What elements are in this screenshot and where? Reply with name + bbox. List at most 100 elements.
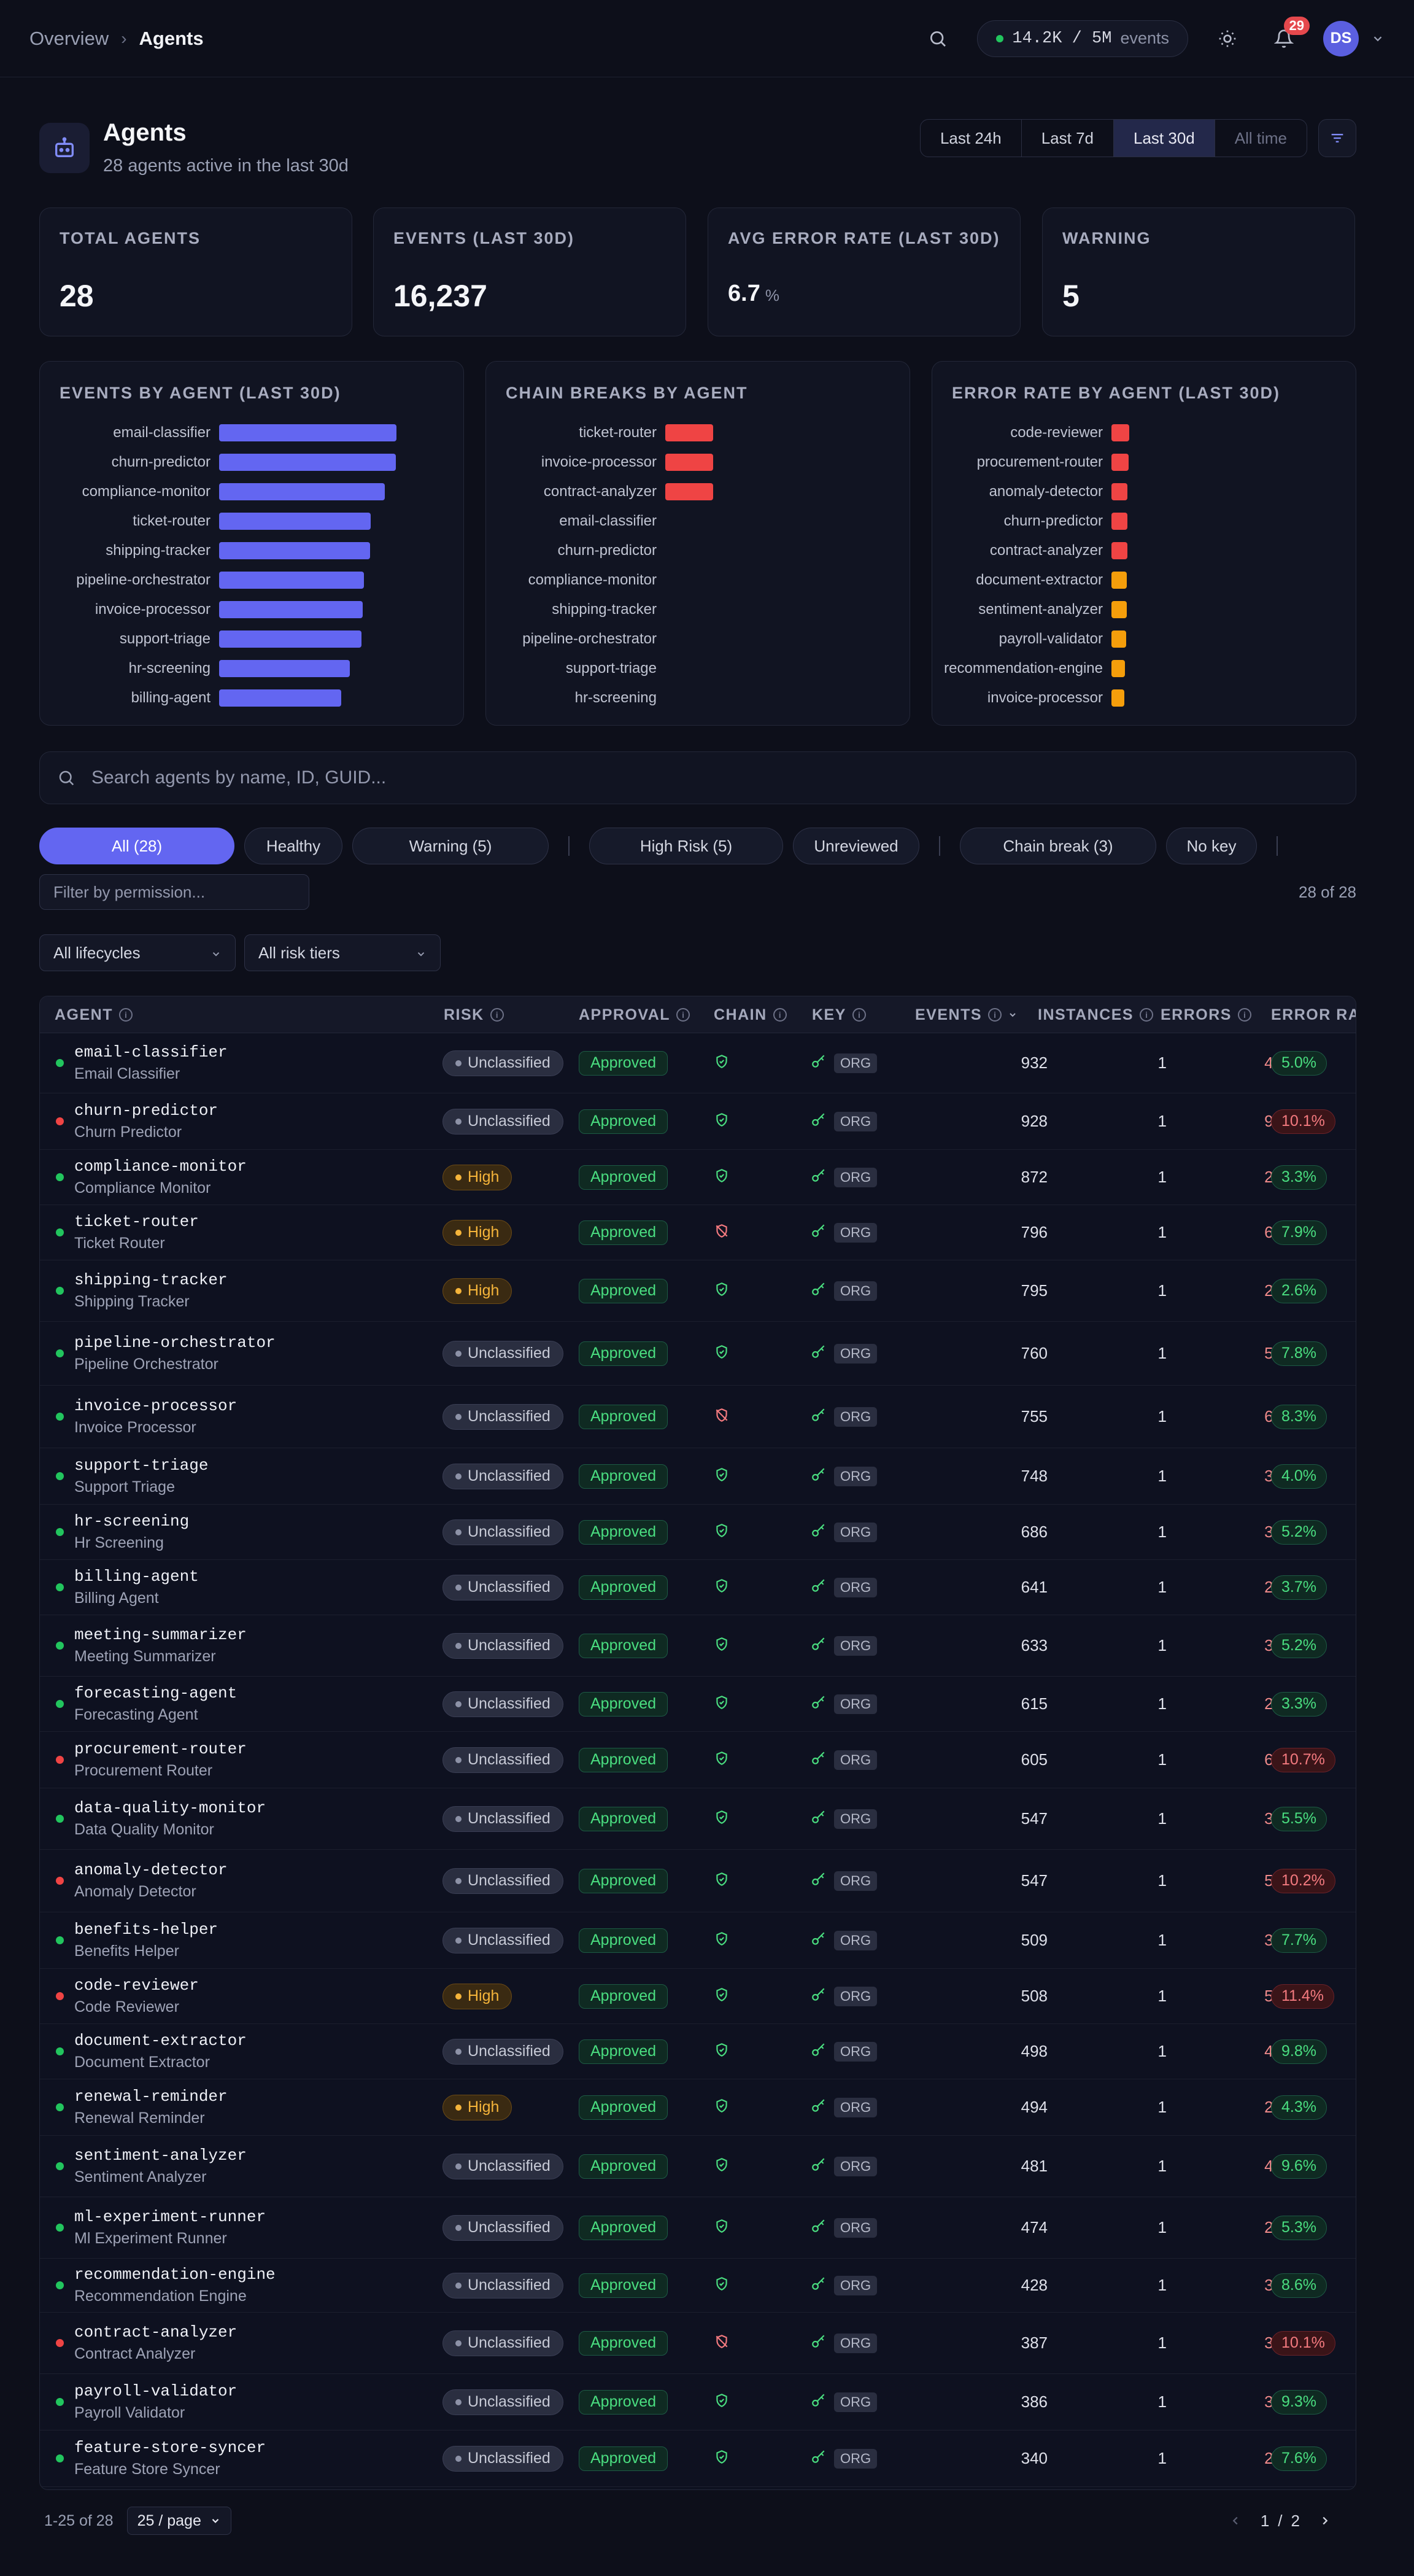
bar[interactable] — [665, 424, 713, 441]
agent-id[interactable]: recommendation-engine — [74, 2265, 276, 2284]
range-all-time[interactable]: All time — [1215, 120, 1307, 157]
bar[interactable] — [1111, 660, 1125, 677]
table-row[interactable]: data-quality-monitor Data Quality Monitor… — [40, 1788, 1356, 1850]
bar[interactable] — [665, 454, 713, 471]
col-key[interactable]: KEY i — [812, 996, 866, 1033]
agent-id[interactable]: renewal-reminder — [74, 2087, 228, 2106]
table-row[interactable]: anomaly-detector Anomaly Detector Unclassi… — [40, 1850, 1356, 1912]
table-row[interactable]: renewal-reminder Renewal Reminder High Appr… — [40, 2079, 1356, 2136]
col-chain[interactable]: CHAIN i — [714, 996, 787, 1033]
table-row[interactable]: procurement-router Procurement Router Uncl… — [40, 1732, 1356, 1788]
agent-id[interactable]: email-classifier — [74, 1043, 228, 1061]
agent-id[interactable]: anomaly-detector — [74, 1861, 228, 1879]
lifecycle-dropdown[interactable]: All lifecycles — [39, 934, 236, 971]
table-row[interactable]: contract-analyzer Contract Analyzer Unclas… — [40, 2313, 1356, 2374]
bar[interactable] — [219, 572, 364, 589]
col-events[interactable]: EVENTS i — [915, 996, 1018, 1033]
chip-chain-break[interactable]: Chain break (3) — [960, 828, 1156, 864]
bar[interactable] — [219, 660, 350, 677]
table-row[interactable]: document-extractor Document Extractor Uncl… — [40, 2024, 1356, 2079]
bar[interactable] — [1111, 513, 1127, 530]
range-last-7d[interactable]: Last 7d — [1022, 120, 1114, 157]
bar[interactable] — [219, 513, 371, 530]
agent-id[interactable]: feature-store-syncer — [74, 2438, 266, 2457]
col-risk[interactable]: RISK i — [444, 996, 504, 1033]
agent-id[interactable]: billing-agent — [74, 1567, 199, 1586]
permission-filter-input[interactable] — [39, 874, 309, 910]
bar[interactable] — [1111, 689, 1124, 707]
chip-warning[interactable]: Warning (5) — [352, 828, 549, 864]
agent-id[interactable]: code-reviewer — [74, 1976, 199, 1995]
range-last-30d[interactable]: Last 30d — [1114, 120, 1215, 157]
table-row[interactable]: ticket-router Ticket Router High Approved OR… — [40, 1205, 1356, 1260]
user-menu[interactable]: DS — [1323, 21, 1385, 56]
agent-id[interactable]: data-quality-monitor — [74, 1799, 266, 1817]
agent-id[interactable]: support-triage — [74, 1456, 208, 1475]
table-row[interactable]: shipping-tracker Shipping Tracker High Appr… — [40, 1260, 1356, 1322]
table-row[interactable]: support-triage Support Triage Unclassified… — [40, 1448, 1356, 1505]
agent-id[interactable]: ticket-router — [74, 1212, 199, 1231]
col-errors[interactable]: ERRORS i — [1161, 996, 1251, 1033]
bar[interactable] — [1111, 483, 1127, 500]
table-row[interactable]: payroll-validator Payroll Validator Unclas… — [40, 2374, 1356, 2431]
table-row[interactable]: invoice-processor Invoice Processor Unclas… — [40, 1386, 1356, 1448]
col-instances[interactable]: INSTANCES i — [1038, 996, 1153, 1033]
range-last-24h[interactable]: Last 24h — [921, 120, 1022, 157]
agent-id[interactable]: pipeline-orchestrator — [74, 1333, 276, 1352]
bar[interactable] — [1111, 542, 1127, 559]
col-approval[interactable]: APPROVAL i — [579, 996, 690, 1033]
table-row[interactable]: churn-predictor Churn Predictor Unclassifi… — [40, 1093, 1356, 1150]
table-row[interactable]: feature-store-syncer Feature Store Syncer… — [40, 2431, 1356, 2487]
chevron-right-icon[interactable] — [1318, 2514, 1332, 2528]
agent-id[interactable]: meeting-summarizer — [74, 1626, 247, 1644]
table-row[interactable]: recommendation-engine Recommendation Engi… — [40, 2259, 1356, 2313]
agent-id[interactable]: churn-predictor — [74, 1101, 218, 1120]
agent-id[interactable]: invoice-processor — [74, 1397, 237, 1415]
notifications-button[interactable]: 29 — [1267, 21, 1301, 56]
bar[interactable] — [219, 689, 341, 707]
bar[interactable] — [219, 542, 370, 559]
chip-healthy[interactable]: Healthy — [244, 828, 342, 864]
bar[interactable] — [219, 483, 385, 500]
agent-id[interactable]: compliance-monitor — [74, 1157, 247, 1176]
agent-id[interactable]: ml-experiment-runner — [74, 2208, 266, 2226]
bar[interactable] — [1111, 424, 1129, 441]
bar[interactable] — [219, 630, 361, 648]
table-row[interactable]: forecasting-agent Forecasting Agent Unclas… — [40, 1677, 1356, 1732]
col-agent[interactable]: AGENT i — [55, 996, 133, 1033]
breadcrumb-overview-link[interactable]: Overview — [29, 28, 109, 50]
chip-high-risk[interactable]: High Risk (5) — [589, 828, 783, 864]
bar[interactable] — [219, 424, 396, 441]
agent-id[interactable]: contract-analyzer — [74, 2323, 237, 2341]
bar[interactable] — [219, 454, 396, 471]
agent-id[interactable]: sentiment-analyzer — [74, 2146, 247, 2165]
agent-id[interactable]: payroll-validator — [74, 2382, 237, 2400]
agent-id[interactable]: hr-screening — [74, 1512, 189, 1530]
risk-tier-dropdown[interactable]: All risk tiers — [244, 934, 441, 971]
agent-id[interactable]: shipping-tracker — [74, 1271, 228, 1289]
chip-no-key[interactable]: No key — [1166, 828, 1257, 864]
table-row[interactable]: email-classifier Email Classifier Unclassi… — [40, 1033, 1356, 1093]
bar[interactable] — [1111, 630, 1126, 648]
bar[interactable] — [1111, 454, 1129, 471]
bar[interactable] — [219, 601, 363, 618]
table-row[interactable]: meeting-summarizer Meeting Summarizer Uncl… — [40, 1615, 1356, 1677]
agent-id[interactable]: forecasting-agent — [74, 1684, 237, 1702]
table-row[interactable]: billing-agent Billing Agent Unclassified Ap… — [40, 1560, 1356, 1615]
table-row[interactable]: ml-experiment-runner Ml Experiment Runner… — [40, 2197, 1356, 2259]
chip-all[interactable]: All (28) — [39, 828, 234, 864]
agent-id[interactable]: benefits-helper — [74, 1920, 218, 1939]
theme-toggle-button[interactable] — [1210, 21, 1245, 56]
table-row[interactable]: sentiment-analyzer Sentiment Analyzer Uncl… — [40, 2136, 1356, 2197]
events-usage-pill[interactable]: 14.2K / 5M events — [977, 20, 1188, 57]
chevron-left-icon[interactable] — [1229, 2514, 1242, 2528]
search-input[interactable] — [91, 767, 1258, 788]
table-row[interactable]: hr-screening Hr Screening Unclassified Appr… — [40, 1505, 1356, 1560]
bar[interactable] — [1111, 601, 1127, 618]
sort-filter-button[interactable] — [1318, 119, 1356, 157]
search-button[interactable] — [921, 21, 955, 56]
agent-id[interactable]: procurement-router — [74, 1740, 247, 1758]
agent-id[interactable]: document-extractor — [74, 2031, 247, 2050]
table-row[interactable]: benefits-helper Benefits Helper Unclassifi… — [40, 1912, 1356, 1969]
table-row[interactable]: code-reviewer Code Reviewer High Approved OR… — [40, 1969, 1356, 2024]
